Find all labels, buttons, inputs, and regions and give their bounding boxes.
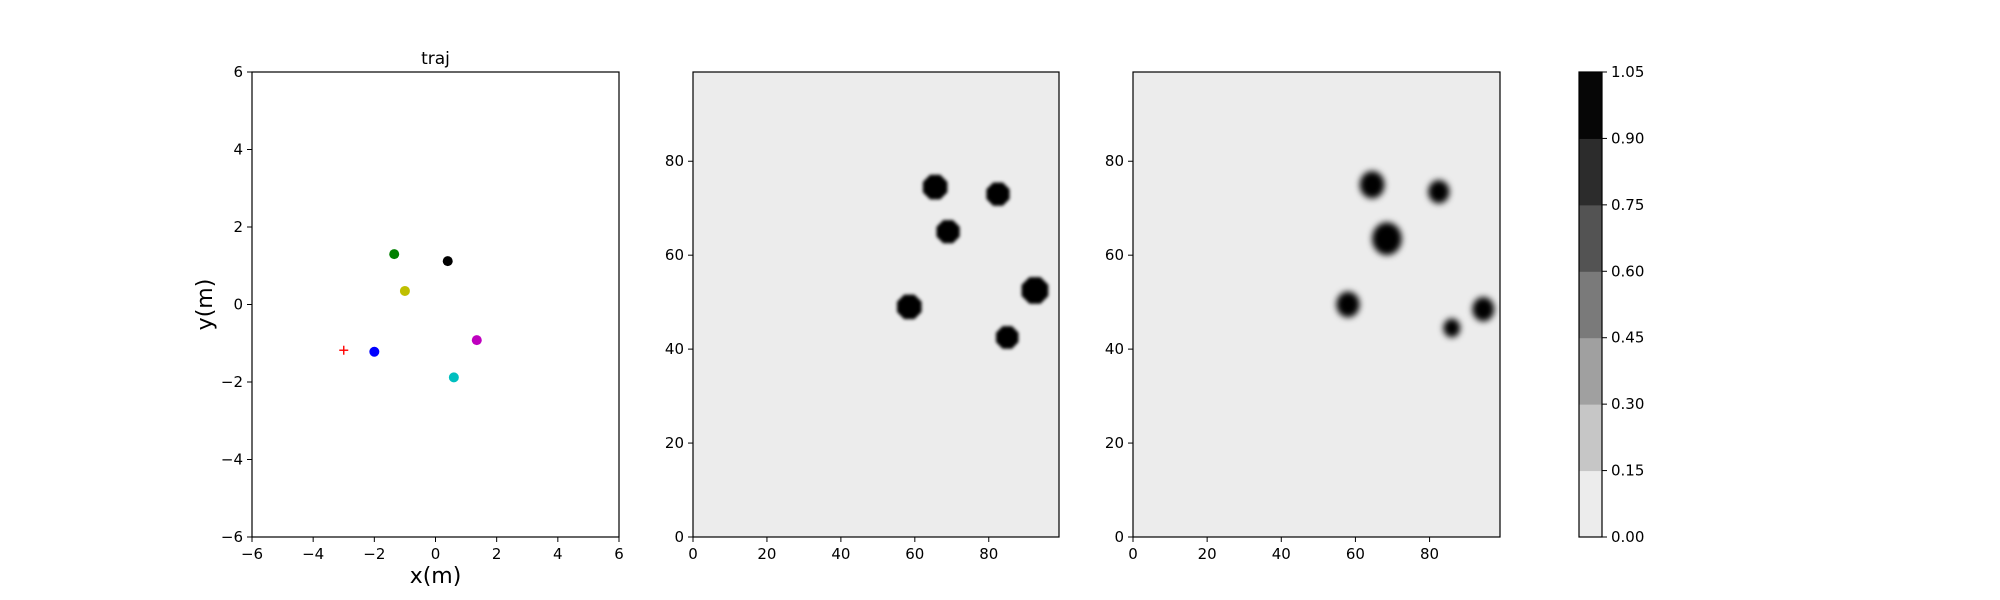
colorbar-band — [1579, 470, 1602, 538]
traj-x-axis-label: x(m) — [410, 564, 462, 589]
occupancy-blob — [996, 326, 1019, 349]
x-tick-label: 2 — [492, 545, 502, 563]
colorbar-band — [1579, 337, 1602, 405]
colorbar-ticks: 0.00 0.15 0.30 0.45 0.60 0.75 0.90 1.05 — [1602, 63, 1644, 546]
colorbar-tick-label: 0.60 — [1611, 262, 1644, 280]
heatmap-2-x-ticks: 0 20 40 60 80 — [1128, 537, 1439, 563]
heatmap-1-frame — [692, 71, 1060, 538]
colorbar-frame — [1578, 71, 1603, 538]
colorbar-tick-label: 0.45 — [1611, 329, 1644, 347]
heatmap-1-y-ticks: 0 20 40 60 80 — [665, 152, 693, 546]
x-tick-label: −2 — [363, 545, 385, 563]
y-tick-label: −4 — [221, 451, 243, 469]
colorbar-tick-label: 0.00 — [1611, 528, 1644, 546]
colorbar: 0.00 0.15 0.30 0.45 0.60 0.75 0.90 1.05 — [1578, 63, 1644, 546]
occupancy-blob — [1472, 297, 1495, 322]
occupancy-blob — [897, 294, 922, 320]
x-tick-label: 80 — [1420, 545, 1439, 563]
y-tick-label: 0 — [233, 296, 243, 314]
heatmap-2-blobs — [1336, 171, 1495, 338]
traj-y-ticks: −6 −4 −2 0 2 4 6 — [221, 63, 252, 546]
occupancy-blob — [1359, 171, 1385, 199]
x-tick-label: 80 — [979, 545, 998, 563]
x-tick-label: 20 — [757, 545, 776, 563]
heatmap-1-x-ticks: 0 20 40 60 80 — [688, 537, 998, 563]
x-tick-label: 4 — [553, 545, 563, 563]
y-tick-label: 60 — [1105, 246, 1124, 264]
occupancy-blob — [986, 182, 1010, 206]
occupancy-blob — [1428, 180, 1450, 204]
agent-point — [471, 335, 482, 346]
y-tick-label: 2 — [233, 218, 243, 236]
y-tick-label: 60 — [665, 246, 684, 264]
x-tick-label: 0 — [431, 545, 441, 563]
colorbar-tick-label: 0.30 — [1611, 395, 1644, 413]
x-tick-label: −4 — [302, 545, 324, 563]
y-tick-label: −2 — [221, 373, 243, 391]
colorbar-band — [1579, 138, 1602, 206]
y-tick-label: 20 — [665, 434, 684, 452]
colorbar-band — [1579, 271, 1602, 339]
y-tick-label: −6 — [221, 528, 243, 546]
y-tick-label: 40 — [1105, 340, 1124, 358]
y-tick-label: 80 — [1105, 152, 1124, 170]
agent-point — [369, 346, 380, 357]
colorbar-band — [1579, 72, 1602, 139]
heatmap-2-frame — [1132, 71, 1501, 538]
x-tick-label: 6 — [614, 545, 624, 563]
heatmap-1-panel: 0 20 40 60 80 0 20 40 60 80 — [665, 71, 1060, 563]
x-tick-label: 40 — [831, 545, 850, 563]
colorbar-bands — [1579, 72, 1602, 538]
colorbar-tick-label: 0.75 — [1611, 196, 1644, 214]
heatmap-2-panel: 0 20 40 60 80 0 20 40 60 80 — [1105, 71, 1501, 563]
y-tick-label: 40 — [665, 340, 684, 358]
traj-title: traj — [421, 49, 450, 69]
agent-point — [399, 285, 410, 296]
agent-point — [448, 372, 459, 383]
y-tick-label: 4 — [233, 141, 243, 159]
y-tick-label: 80 — [665, 152, 684, 170]
traj-panel: −6 −4 −2 0 2 4 6 −6 −4 −2 0 2 4 6 traj x(m) y(m) — [193, 49, 624, 589]
traj-y-axis-label: y(m) — [193, 279, 218, 331]
colorbar-tick-label: 0.90 — [1611, 129, 1644, 147]
x-tick-label: 60 — [1346, 545, 1365, 563]
y-tick-label: 6 — [233, 63, 243, 81]
y-tick-label: 20 — [1105, 434, 1124, 452]
traj-x-ticks: −6 −4 −2 0 2 4 6 — [241, 537, 624, 563]
x-tick-label: 0 — [1128, 545, 1138, 563]
traj-points — [339, 249, 482, 383]
occupancy-blob — [1336, 291, 1360, 318]
occupancy-blob — [936, 220, 960, 244]
x-tick-label: 40 — [1272, 545, 1291, 563]
heatmap-1-background — [693, 72, 1059, 537]
robot-plus-marker — [339, 345, 349, 355]
heatmap-2-y-ticks: 0 20 40 60 80 — [1105, 152, 1133, 546]
occupancy-blob — [1443, 318, 1461, 338]
colorbar-band — [1579, 204, 1602, 272]
agent-point — [389, 249, 400, 260]
y-tick-label: 0 — [1114, 528, 1124, 546]
traj-plot-area — [251, 71, 620, 538]
colorbar-band — [1579, 404, 1602, 472]
x-tick-label: 0 — [688, 545, 698, 563]
heatmap-2-background — [1133, 72, 1500, 537]
x-tick-label: −6 — [241, 545, 263, 563]
occupancy-blob — [1021, 277, 1049, 304]
x-tick-label: 20 — [1198, 545, 1217, 563]
occupancy-blob — [922, 174, 948, 200]
agent-point — [442, 256, 453, 267]
colorbar-tick-label: 0.15 — [1611, 462, 1644, 480]
colorbar-tick-label: 1.05 — [1611, 63, 1644, 81]
occupancy-blob — [1372, 222, 1402, 256]
heatmap-1-blobs — [897, 174, 1049, 349]
x-tick-label: 60 — [905, 545, 924, 563]
y-tick-label: 0 — [674, 528, 684, 546]
